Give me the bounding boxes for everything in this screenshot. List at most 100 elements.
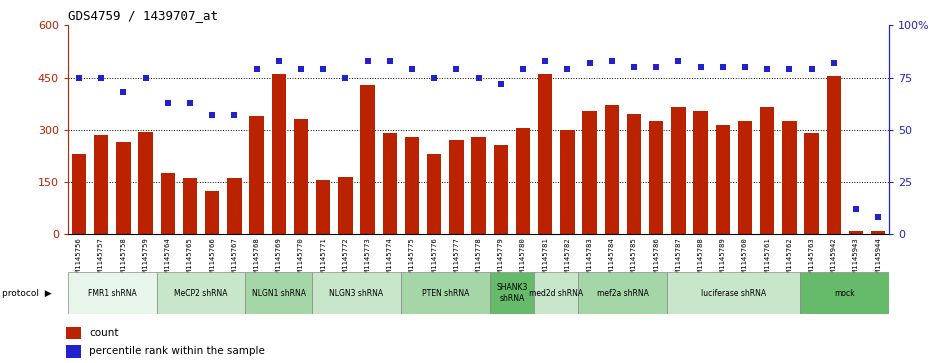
Point [582, 60, 597, 66]
Bar [671, 107, 686, 234]
Bar [271, 74, 286, 234]
Text: mock: mock [835, 289, 855, 298]
Bar [72, 154, 86, 234]
Bar [560, 130, 575, 234]
Text: FMR1 shRNA: FMR1 shRNA [88, 289, 137, 298]
Bar [68, 272, 156, 314]
Bar [534, 272, 578, 314]
Bar [205, 191, 219, 234]
Point [693, 64, 708, 70]
Point [93, 75, 108, 81]
Bar [716, 125, 730, 234]
Text: GDS4759 / 1439707_at: GDS4759 / 1439707_at [68, 9, 218, 22]
Bar [667, 272, 801, 314]
Bar [578, 272, 667, 314]
Bar [138, 131, 153, 234]
Bar [538, 74, 552, 234]
Bar [361, 85, 375, 234]
Bar [649, 121, 663, 234]
Bar [804, 133, 819, 234]
Bar [294, 119, 308, 234]
Bar [156, 272, 246, 314]
Bar [316, 180, 331, 234]
Text: luciferase shRNA: luciferase shRNA [701, 289, 767, 298]
Point [538, 58, 553, 64]
Bar [693, 111, 707, 234]
Point [849, 206, 864, 212]
Point [382, 58, 398, 64]
Point [804, 66, 820, 72]
Text: PTEN shRNA: PTEN shRNA [422, 289, 469, 298]
Bar [494, 146, 508, 234]
Text: protocol  ▶: protocol ▶ [2, 289, 52, 298]
Point [293, 66, 308, 72]
Bar [626, 114, 642, 234]
Point [204, 112, 219, 118]
Point [560, 66, 575, 72]
Bar [382, 133, 397, 234]
Point [72, 75, 87, 81]
Point [404, 66, 419, 72]
Point [604, 58, 619, 64]
Point [738, 64, 753, 70]
Bar [605, 105, 619, 234]
Bar [801, 272, 889, 314]
Bar [782, 121, 797, 234]
Point [870, 215, 885, 220]
Point [227, 112, 242, 118]
Point [316, 66, 331, 72]
Bar [116, 142, 131, 234]
Point [494, 81, 509, 87]
Bar [760, 107, 774, 234]
Bar [405, 137, 419, 234]
Text: SHANK3
shRNA: SHANK3 shRNA [496, 284, 528, 303]
Point [715, 64, 730, 70]
Text: percentile rank within the sample: percentile rank within the sample [89, 346, 265, 356]
Bar [515, 128, 530, 234]
Text: mef2a shRNA: mef2a shRNA [597, 289, 649, 298]
Bar [66, 327, 81, 339]
Point [360, 58, 375, 64]
Text: MeCP2 shRNA: MeCP2 shRNA [174, 289, 228, 298]
Point [626, 64, 642, 70]
Point [649, 64, 664, 70]
Point [471, 75, 486, 81]
Bar [401, 272, 490, 314]
Bar [449, 140, 463, 234]
Bar [312, 272, 401, 314]
Point [448, 66, 463, 72]
Point [427, 75, 442, 81]
Bar [490, 272, 534, 314]
Bar [250, 116, 264, 234]
Point [160, 100, 175, 106]
Bar [582, 111, 596, 234]
Point [338, 75, 353, 81]
Point [515, 66, 530, 72]
Point [249, 66, 264, 72]
Bar [738, 121, 752, 234]
Point [138, 75, 153, 81]
Bar [66, 345, 81, 358]
Point [759, 66, 774, 72]
Bar [246, 272, 312, 314]
Point [183, 100, 198, 106]
Point [116, 89, 131, 95]
Text: NLGN1 shRNA: NLGN1 shRNA [252, 289, 306, 298]
Bar [338, 177, 352, 234]
Bar [471, 137, 486, 234]
Point [826, 60, 841, 66]
Text: count: count [89, 328, 119, 338]
Point [671, 58, 686, 64]
Text: med2d shRNA: med2d shRNA [529, 289, 583, 298]
Bar [871, 231, 885, 234]
Bar [183, 179, 197, 234]
Bar [160, 173, 175, 234]
Bar [94, 135, 108, 234]
Bar [427, 154, 442, 234]
Bar [849, 231, 863, 234]
Point [782, 66, 797, 72]
Point [271, 58, 286, 64]
Bar [227, 179, 241, 234]
Text: NLGN3 shRNA: NLGN3 shRNA [330, 289, 383, 298]
Bar [826, 76, 841, 234]
